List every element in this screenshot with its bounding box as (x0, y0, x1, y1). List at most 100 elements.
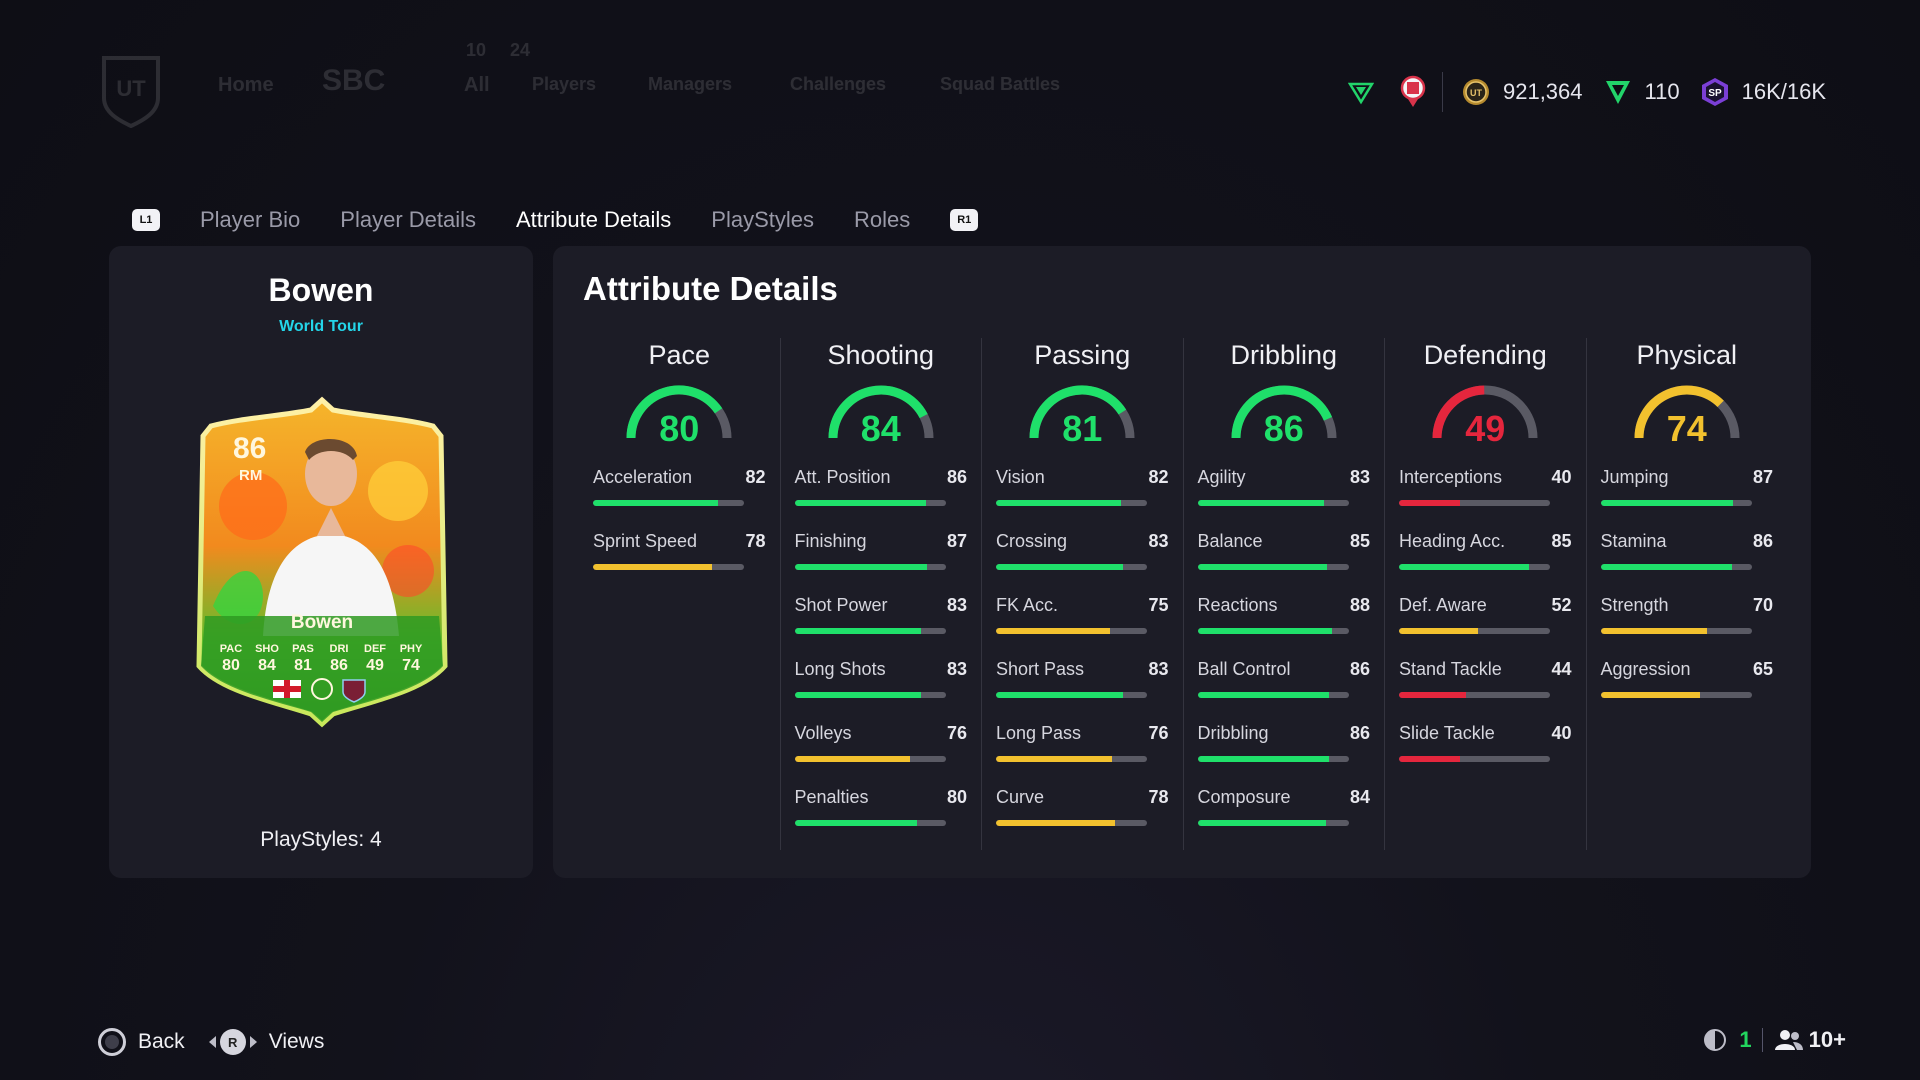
stat-name: Ball Control (1197, 658, 1291, 679)
category-value: 84 (860, 408, 901, 449)
stat-name: Def. Aware (1399, 594, 1487, 615)
stat-name: Balance (1197, 530, 1263, 551)
player-panel: Bowen World Tour (109, 246, 533, 878)
playstyles-count: PlayStyles: 4 (260, 828, 382, 851)
gauge-fill (1029, 385, 1127, 439)
stat-value: 40 (1551, 722, 1572, 743)
stat-value: 76 (1148, 722, 1169, 743)
stat-value: 83 (946, 658, 967, 679)
stat-value: 83 (1349, 466, 1370, 487)
stat-row: Ball Control 86 (1197, 656, 1370, 720)
stat-value: 83 (1148, 530, 1169, 551)
stat-bar (1197, 692, 1349, 698)
tab-player-bio[interactable]: Player Bio (200, 207, 301, 232)
stat-name: Sprint Speed (593, 530, 698, 551)
stat-row: Jumping 87 (1600, 464, 1773, 528)
stat-row: Composure 84 (1197, 784, 1370, 848)
stat-value: 65 (1752, 658, 1773, 679)
category-gauge: 81 (1020, 380, 1144, 449)
stat-row: Slide Tackle 40 (1399, 720, 1572, 784)
stat-value: 87 (1752, 466, 1773, 487)
stat-value: 83 (946, 594, 967, 615)
attribute-column-pace: Pace 80 Acceleration 82 Sprint Speed 78 (579, 338, 780, 850)
gauge-fill (1231, 385, 1332, 439)
attribute-panel-title: Attribute Details (583, 270, 838, 307)
category-value: 49 (1465, 408, 1506, 449)
currency-bar: UT 921,364 110 SP 16K/16K (1347, 70, 1826, 114)
stat-bar (1600, 692, 1752, 698)
stat-bar (1399, 692, 1550, 698)
nav-challenges[interactable]: Challenges (790, 74, 887, 94)
stat-name: Composure (1197, 786, 1291, 807)
svg-text:SHO: SHO (255, 643, 279, 655)
arrow-left-icon (208, 1036, 216, 1048)
category-name: Dribbling (1230, 340, 1338, 370)
nav-squad-battles[interactable]: Squad Battles (940, 74, 1061, 94)
tab-attribute-details[interactable]: Attribute Details (516, 207, 672, 232)
nav-sbc[interactable]: SBC (322, 64, 386, 97)
stat-bar-fill (996, 500, 1122, 506)
stat-bar (794, 628, 946, 634)
svg-text:SP: SP (1708, 88, 1722, 99)
stat-bar (1600, 628, 1752, 634)
circle-button-icon[interactable] (98, 1028, 126, 1056)
right-stick-icon[interactable]: R (208, 1029, 257, 1055)
stat-bar (996, 628, 1147, 634)
views-label[interactable]: Views (268, 1030, 325, 1053)
gauge-fill (1432, 385, 1485, 439)
category-name: Passing (1034, 340, 1131, 370)
category-gauge: 84 (819, 380, 943, 449)
nav-all[interactable]: All (464, 74, 490, 96)
stat-bar-fill (1197, 500, 1325, 506)
back-label[interactable]: Back (138, 1030, 185, 1053)
stat-bar-fill (1399, 628, 1479, 634)
stat-value: 88 (1349, 594, 1370, 615)
stat-bar-fill (996, 756, 1112, 762)
card-type-label: World Tour (279, 318, 363, 335)
stat-row: Interceptions 40 (1399, 464, 1572, 528)
svg-text:UT: UT (1470, 88, 1482, 98)
stat-bar-fill (794, 692, 922, 698)
svg-text:DEF: DEF (364, 643, 386, 655)
category-value: 80 (659, 408, 700, 449)
nav-players[interactable]: Players (532, 74, 597, 94)
stat-row: FK Acc. 75 (996, 592, 1169, 656)
l1-button-hint[interactable]: L1 (132, 209, 160, 231)
player-card[interactable]: 86 RM Bowen PAC SHO PAS DRI DEF PHY 80 8… (193, 396, 451, 728)
svg-text:84: 84 (258, 657, 276, 674)
svg-text:PAC: PAC (220, 643, 242, 655)
stat-row: Vision 82 (996, 464, 1169, 528)
tab-roles[interactable]: Roles (854, 207, 911, 232)
divider (1441, 72, 1443, 112)
stat-bar (1399, 628, 1550, 634)
svg-text:81: 81 (294, 657, 312, 674)
tab-playstyles[interactable]: PlayStyles (711, 207, 815, 232)
tab-player-details[interactable]: Player Details (340, 207, 476, 232)
stat-row: Sprint Speed 78 (593, 528, 766, 592)
stat-value: 52 (1551, 594, 1572, 615)
stat-name: Jumping (1600, 466, 1669, 487)
stat-name: Penalties (794, 786, 869, 807)
stat-row: Heading Acc. 85 (1399, 528, 1572, 592)
stat-bar-fill (593, 564, 712, 570)
friends-icon (1774, 1030, 1803, 1050)
nav-home[interactable]: Home (218, 74, 274, 96)
r1-button-hint[interactable]: R1 (950, 209, 979, 231)
gauge-fill (828, 385, 928, 439)
stat-row: Acceleration 82 (593, 464, 766, 528)
stat-bar-fill (794, 564, 928, 570)
stat-name: Stamina (1600, 530, 1667, 551)
stat-value: 86 (1349, 722, 1370, 743)
svg-text:PHY: PHY (400, 643, 423, 655)
stat-bar (1399, 756, 1550, 762)
nav-count-badge: 24 (510, 40, 531, 60)
nav-managers[interactable]: Managers (648, 74, 733, 94)
stat-bar-fill (1600, 500, 1734, 506)
gauge-fill (1634, 385, 1724, 439)
stat-bar (1197, 628, 1349, 634)
attribute-columns: Pace 80 Acceleration 82 Sprint Speed 78 … (579, 338, 1787, 850)
stat-bar-fill (1197, 756, 1329, 762)
category-value: 74 (1666, 408, 1707, 449)
stat-bar-fill (1399, 564, 1529, 570)
stat-value: 82 (1148, 466, 1169, 487)
